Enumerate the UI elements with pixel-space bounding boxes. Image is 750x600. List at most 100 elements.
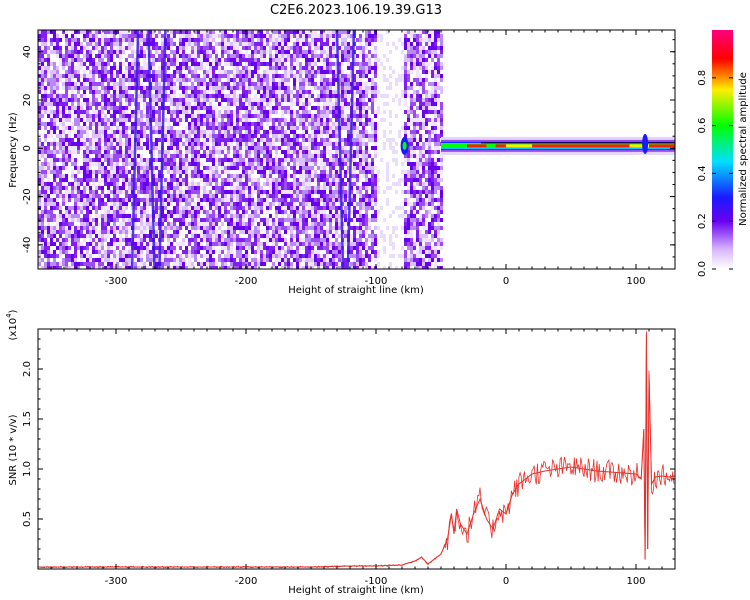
- spectrogram-cell: [239, 74, 242, 78]
- spectrogram-cell: [101, 38, 104, 42]
- spectrogram-cell: [38, 238, 41, 242]
- spectrogram-cell: [107, 30, 110, 34]
- spectrogram-cell: [86, 198, 89, 202]
- spectrogram-cell: [95, 34, 98, 38]
- spectrogram-cell: [290, 118, 293, 122]
- spectrogram-cell: [104, 130, 107, 134]
- spectrogram-cell: [293, 234, 296, 238]
- spectrogram-cell: [188, 78, 191, 82]
- spectrogram-cell: [92, 122, 95, 126]
- spectrogram-cell: [287, 38, 290, 42]
- spectrogram-cell: [329, 134, 332, 138]
- spectrogram-cell: [56, 246, 59, 250]
- spectrogram-cell: [194, 30, 197, 34]
- spectrogram-cell: [122, 246, 125, 250]
- spectrogram-cell: [137, 82, 140, 86]
- spectrogram-cell: [194, 134, 197, 138]
- spectrogram-cell: [335, 146, 338, 150]
- spectrogram-cell: [245, 174, 248, 178]
- spectrogram-cell: [224, 74, 227, 78]
- spectrogram-cell: [98, 150, 101, 154]
- spectrogram-cell: [299, 94, 302, 98]
- spectrogram-cell: [89, 58, 92, 62]
- spectrogram-cell: [302, 170, 305, 174]
- spectrogram-cell: [50, 126, 53, 130]
- spectrogram-cell: [170, 142, 173, 146]
- spectrogram-cell: [224, 218, 227, 222]
- spectrogram-cell: [266, 66, 269, 70]
- spectrogram-cell: [179, 62, 182, 66]
- spectrogram-cell: [65, 38, 68, 42]
- spectrogram-cell: [323, 34, 326, 38]
- spectrogram-cell: [68, 134, 71, 138]
- spectrogram-cell: [266, 142, 269, 146]
- spectrogram-cell: [203, 102, 206, 106]
- spectrogram-cell: [209, 222, 212, 226]
- spectrogram-cell: [140, 262, 143, 266]
- spectrogram-cell: [329, 142, 332, 146]
- spectrogram-cell: [80, 234, 83, 238]
- spectrogram-cell: [185, 114, 188, 118]
- spectrogram-cell: [332, 166, 335, 170]
- spectrogram-cell: [179, 218, 182, 222]
- spectrogram-cell: [194, 74, 197, 78]
- spectrogram-cell: [203, 34, 206, 38]
- spectrogram-cell: [287, 190, 290, 194]
- spectrogram-cell: [269, 186, 272, 190]
- spectrogram-cell: [224, 210, 227, 214]
- spectrogram-cell: [185, 34, 188, 38]
- spectrogram-cell: [47, 154, 50, 158]
- spectrogram-cell: [185, 194, 188, 198]
- spectrogram-cell: [122, 206, 125, 210]
- spectrogram-cell: [257, 42, 260, 46]
- spectrogram-cell: [254, 186, 257, 190]
- spectrogram-cell: [236, 86, 239, 90]
- spectrogram-cell: [236, 138, 239, 142]
- spectrogram-cell: [53, 102, 56, 106]
- spectrogram-cell: [101, 130, 104, 134]
- spectrogram-cell: [77, 142, 80, 146]
- spectrogram-cell: [182, 102, 185, 106]
- spectrogram-cell: [83, 70, 86, 74]
- spectrogram-cell: [137, 114, 140, 118]
- spectrogram-cell: [218, 206, 221, 210]
- spectrogram-cell: [224, 58, 227, 62]
- spectrogram-cell: [218, 58, 221, 62]
- spectrogram-cell: [140, 50, 143, 54]
- spectrogram-cell: [275, 58, 278, 62]
- spectrogram-cell: [266, 210, 269, 214]
- spectrogram-cell: [257, 142, 260, 146]
- spectrogram-cell: [140, 46, 143, 50]
- spectrogram-cell: [272, 126, 275, 130]
- spectrogram-cell: [182, 54, 185, 58]
- spectrogram-cell: [194, 230, 197, 234]
- spectrogram-cell: [38, 46, 41, 50]
- spectrogram-cell: [38, 226, 41, 230]
- spectrogram-cell: [182, 82, 185, 86]
- spectrogram-cell: [311, 82, 314, 86]
- spectrogram-cell: [116, 46, 119, 50]
- spectrogram-cell: [155, 210, 158, 214]
- spectrogram-cell: [239, 178, 242, 182]
- spectrogram-cell: [197, 98, 200, 102]
- spectrogram-cell: [176, 170, 179, 174]
- spectrogram-cell: [272, 226, 275, 230]
- spectrogram-cell: [59, 178, 62, 182]
- spectrogram-cell: [86, 210, 89, 214]
- spectrogram-cell: [113, 266, 116, 269]
- spectrogram-cell: [248, 130, 251, 134]
- spectrogram-cell: [44, 46, 47, 50]
- spectrogram-cell: [98, 214, 101, 218]
- spectrogram-cell: [275, 54, 278, 58]
- spectrogram-cell: [44, 38, 47, 42]
- spectrogram-cell: [152, 110, 155, 114]
- spectrogram-cell: [266, 166, 269, 170]
- spectrogram-cell: [314, 122, 317, 126]
- spectrogram-cell: [236, 194, 239, 198]
- spectrogram-cell: [314, 158, 317, 162]
- spectrogram-cell: [98, 198, 101, 202]
- spectrogram-cell: [296, 54, 299, 58]
- spectrogram-cell: [308, 54, 311, 58]
- spectrogram-cell: [41, 210, 44, 214]
